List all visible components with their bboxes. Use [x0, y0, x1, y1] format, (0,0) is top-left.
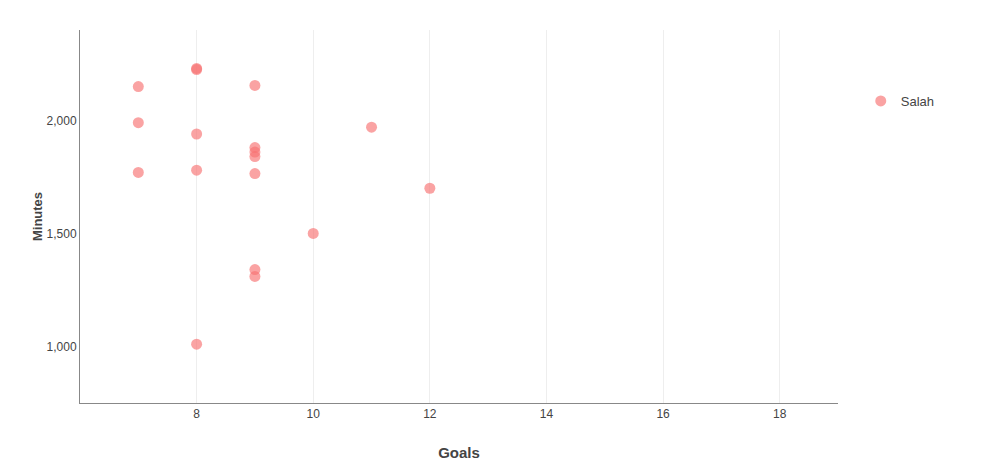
svg-text:Minutes: Minutes — [30, 192, 45, 241]
svg-text:14: 14 — [540, 407, 554, 421]
svg-text:8: 8 — [193, 407, 200, 421]
svg-text:16: 16 — [656, 407, 670, 421]
svg-text:Goals: Goals — [438, 444, 480, 461]
svg-text:12: 12 — [423, 407, 437, 421]
svg-text:2,000: 2,000 — [47, 114, 77, 128]
svg-text:1,000: 1,000 — [47, 340, 77, 354]
svg-text:1,500: 1,500 — [47, 227, 77, 241]
svg-text:Salah: Salah — [901, 94, 934, 109]
svg-text:10: 10 — [307, 407, 321, 421]
svg-text:18: 18 — [773, 407, 787, 421]
